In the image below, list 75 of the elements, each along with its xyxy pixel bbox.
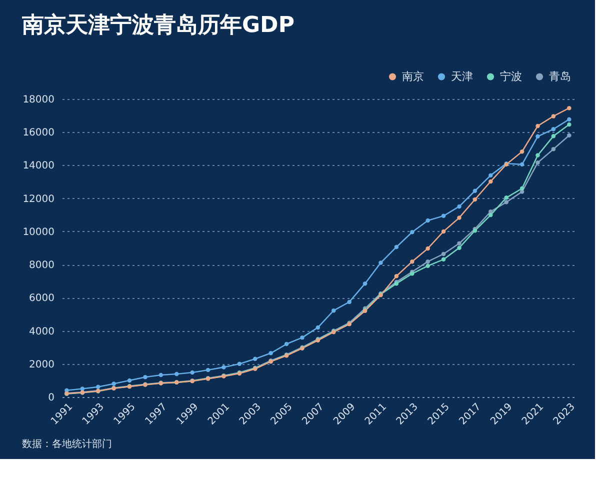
- point: [472, 188, 478, 193]
- point: [112, 382, 116, 386]
- y-tick-label: 10000: [22, 226, 54, 238]
- point: [488, 212, 493, 218]
- y-tick-label: 6000: [29, 293, 54, 304]
- point: [441, 214, 446, 218]
- point: [457, 216, 462, 220]
- point: [378, 260, 383, 265]
- point: [567, 133, 572, 138]
- point: [488, 179, 493, 184]
- point: [426, 264, 430, 268]
- point: [426, 218, 430, 223]
- legend-label: 天津: [451, 70, 473, 83]
- point: [300, 335, 304, 340]
- y-tick-label: 0: [48, 392, 54, 404]
- y-tick-label: 16000: [22, 128, 54, 139]
- point: [567, 117, 572, 122]
- y-tick-label: 2000: [29, 359, 54, 370]
- point: [237, 362, 242, 366]
- point: [520, 150, 524, 154]
- point: [551, 134, 556, 138]
- point: [362, 281, 368, 286]
- point: [206, 368, 210, 372]
- point: [551, 114, 556, 118]
- point: [504, 196, 508, 200]
- point: [268, 351, 273, 356]
- point: [457, 204, 462, 209]
- point: [80, 386, 85, 391]
- legend-label: 南京: [402, 70, 424, 83]
- point: [284, 342, 289, 346]
- legend-label: 青岛: [549, 70, 571, 83]
- text: 数据：各地统计部门: [22, 438, 112, 450]
- point: [567, 122, 572, 127]
- point: [143, 375, 148, 380]
- point: [426, 259, 430, 264]
- point: [347, 300, 352, 304]
- point: [567, 106, 572, 110]
- point: [441, 252, 446, 256]
- point: [536, 160, 540, 165]
- point: [536, 153, 540, 158]
- point: [488, 209, 493, 214]
- point: [394, 274, 399, 278]
- point: [158, 372, 164, 378]
- point: [504, 200, 508, 204]
- point: [520, 186, 524, 191]
- point: [426, 246, 430, 251]
- point: [551, 127, 556, 132]
- y-tick-label: 14000: [22, 160, 54, 172]
- point: [536, 124, 540, 128]
- point: [174, 372, 179, 376]
- point: [410, 259, 414, 264]
- point: [127, 378, 132, 383]
- point: [253, 356, 258, 362]
- legend-label: 宁波: [500, 70, 522, 83]
- point: [520, 162, 524, 167]
- y-tick-label: 4000: [29, 326, 54, 338]
- point: [96, 384, 100, 390]
- point: [222, 365, 226, 370]
- point: [190, 370, 194, 375]
- y-tick-label: 12000: [22, 194, 54, 205]
- point: [332, 308, 336, 313]
- point: [441, 257, 446, 262]
- point: [457, 241, 462, 246]
- point: [394, 244, 399, 250]
- chart-title: 南京天津宁波青岛历年GDP: [21, 12, 294, 38]
- point: [316, 325, 320, 330]
- point: [488, 173, 493, 178]
- y-tick-label: 8000: [29, 260, 54, 272]
- point: [536, 134, 540, 139]
- y-tick-label: 18000: [22, 94, 54, 106]
- point: [457, 246, 462, 250]
- point: [551, 147, 556, 152]
- point: [472, 197, 478, 202]
- point: [441, 229, 446, 234]
- point: [410, 230, 414, 234]
